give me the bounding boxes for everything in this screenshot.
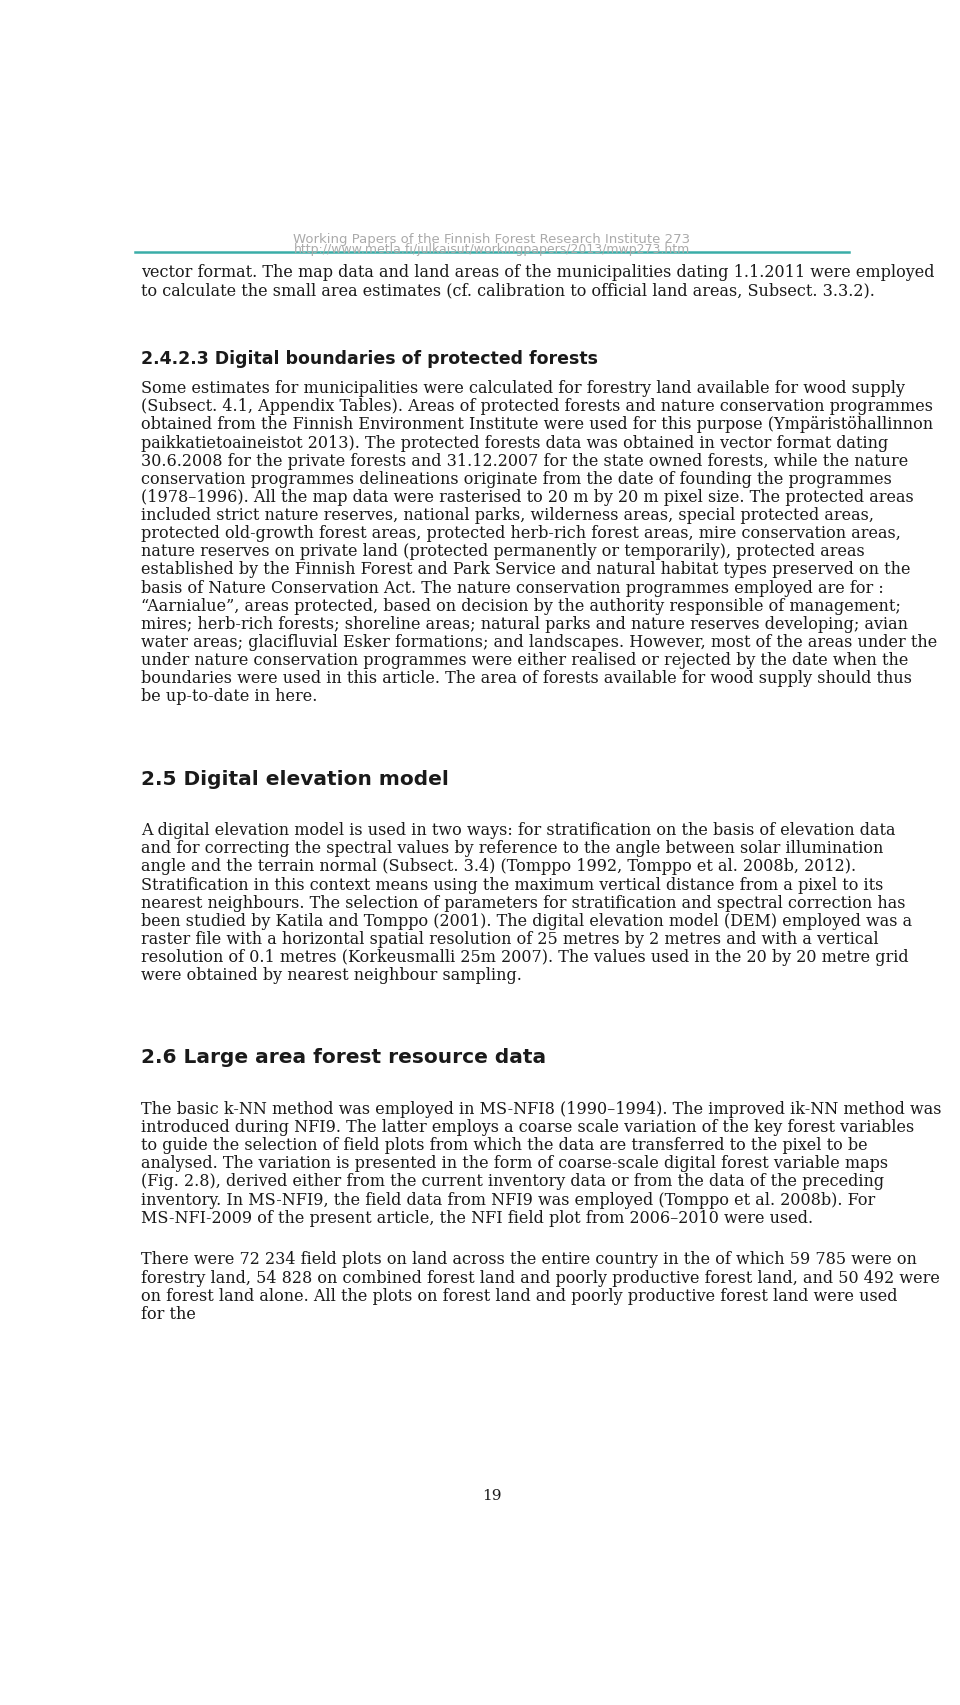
- Text: 2.5 Digital elevation model: 2.5 Digital elevation model: [141, 769, 448, 788]
- Text: forestry land, 54 828 on combined forest land and poorly productive forest land,: forestry land, 54 828 on combined forest…: [141, 1269, 940, 1286]
- Text: basis of Nature Conservation Act. The nature conservation programmes employed ar: basis of Nature Conservation Act. The na…: [141, 580, 883, 597]
- Text: to calculate the small area estimates (cf. calibration to official land areas, S: to calculate the small area estimates (c…: [141, 281, 875, 298]
- Text: be up-to-date in here.: be up-to-date in here.: [141, 689, 317, 704]
- Text: protected old-growth forest areas, protected herb-rich forest areas, mire conser: protected old-growth forest areas, prote…: [141, 525, 900, 542]
- Text: been studied by Katila and Tomppo (2001). The digital elevation model (DEM) empl: been studied by Katila and Tomppo (2001)…: [141, 912, 912, 929]
- Text: (Subsect. 4.1, Appendix Tables). Areas of protected forests and nature conservat: (Subsect. 4.1, Appendix Tables). Areas o…: [141, 397, 933, 414]
- Text: Stratification in this context means using the maximum vertical distance from a : Stratification in this context means usi…: [141, 876, 883, 893]
- Text: 19: 19: [482, 1488, 502, 1502]
- Text: and for correcting the spectral values by reference to the angle between solar i: and for correcting the spectral values b…: [141, 841, 883, 856]
- Text: Some estimates for municipalities were calculated for forestry land available fo: Some estimates for municipalities were c…: [141, 380, 905, 397]
- Text: (Fig. 2.8), derived either from the current inventory data or from the data of t: (Fig. 2.8), derived either from the curr…: [141, 1173, 884, 1190]
- Text: vector format. The map data and land areas of the municipalities dating 1.1.2011: vector format. The map data and land are…: [141, 264, 934, 281]
- Text: introduced during NFI9. The latter employs a coarse scale variation of the key f: introduced during NFI9. The latter emplo…: [141, 1118, 914, 1136]
- Text: were obtained by nearest neighbour sampling.: were obtained by nearest neighbour sampl…: [141, 967, 521, 984]
- Text: obtained from the Finnish Environment Institute were used for this purpose (Ympä: obtained from the Finnish Environment In…: [141, 416, 933, 433]
- Text: The basic k-NN method was employed in MS-NFI8 (1990–1994). The improved ik-NN me: The basic k-NN method was employed in MS…: [141, 1100, 942, 1117]
- Text: raster file with a horizontal spatial resolution of 25 metres by 2 metres and wi: raster file with a horizontal spatial re…: [141, 931, 878, 948]
- Text: “Aarnialue”, areas protected, based on decision by the authority responsible of : “Aarnialue”, areas protected, based on d…: [141, 597, 900, 614]
- Text: 30.6.2008 for the private forests and 31.12.2007 for the state owned forests, wh: 30.6.2008 for the private forests and 31…: [141, 452, 908, 469]
- Text: paikkatietoaineistot 2013). The protected forests data was obtained in vector fo: paikkatietoaineistot 2013). The protecte…: [141, 435, 888, 452]
- Text: boundaries were used in this article. The area of forests available for wood sup: boundaries were used in this article. Th…: [141, 670, 912, 687]
- Text: http://www.metla.fi/julkaisut/workingpapers/2013/mwp273.htm: http://www.metla.fi/julkaisut/workingpap…: [294, 244, 690, 256]
- Text: water areas; glacifluvial Esker formations; and landscapes. However, most of the: water areas; glacifluvial Esker formatio…: [141, 634, 937, 651]
- Text: included strict nature reserves, national parks, wilderness areas, special prote: included strict nature reserves, nationa…: [141, 506, 874, 523]
- Text: 2.6 Large area forest resource data: 2.6 Large area forest resource data: [141, 1047, 546, 1067]
- Text: resolution of 0.1 metres (Korkeusmalli 25m 2007). The values used in the 20 by 2: resolution of 0.1 metres (Korkeusmalli 2…: [141, 948, 908, 965]
- Text: nearest neighbours. The selection of parameters for stratification and spectral : nearest neighbours. The selection of par…: [141, 893, 905, 910]
- Text: 2.4.2.3 Digital boundaries of protected forests: 2.4.2.3 Digital boundaries of protected …: [141, 350, 598, 368]
- Text: analysed. The variation is presented in the form of coarse-scale digital forest : analysed. The variation is presented in …: [141, 1154, 888, 1171]
- Text: mires; herb-rich forests; shoreline areas; natural parks and nature reserves dev: mires; herb-rich forests; shoreline area…: [141, 616, 908, 633]
- Text: (1978–1996). All the map data were rasterised to 20 m by 20 m pixel size. The pr: (1978–1996). All the map data were raste…: [141, 489, 914, 506]
- Text: There were 72 234 field plots on land across the entire country in the of which : There were 72 234 field plots on land ac…: [141, 1251, 917, 1269]
- Text: inventory. In MS-NFI9, the field data from NFI9 was employed (Tomppo et al. 2008: inventory. In MS-NFI9, the field data fr…: [141, 1190, 876, 1207]
- Text: MS-NFI-2009 of the present article, the NFI field plot from 2006–2010 were used.: MS-NFI-2009 of the present article, the …: [141, 1209, 813, 1226]
- Text: to guide the selection of field plots from which the data are transferred to the: to guide the selection of field plots fr…: [141, 1137, 868, 1154]
- Text: Working Papers of the Finnish Forest Research Institute 273: Working Papers of the Finnish Forest Res…: [294, 234, 690, 246]
- Text: nature reserves on private land (protected permanently or temporarily), protecte: nature reserves on private land (protect…: [141, 544, 865, 559]
- Text: established by the Finnish Forest and Park Service and natural habitat types pre: established by the Finnish Forest and Pa…: [141, 561, 910, 578]
- Text: A digital elevation model is used in two ways: for stratification on the basis o: A digital elevation model is used in two…: [141, 822, 896, 839]
- Text: on forest land alone. All the plots on forest land and poorly productive forest : on forest land alone. All the plots on f…: [141, 1287, 898, 1304]
- Text: conservation programmes delineations originate from the date of founding the pro: conservation programmes delineations ori…: [141, 471, 892, 488]
- Text: angle and the terrain normal (Subsect. 3.4) (Tomppo 1992, Tomppo et al. 2008b, 2: angle and the terrain normal (Subsect. 3…: [141, 858, 856, 875]
- Text: for the: for the: [141, 1304, 196, 1321]
- Text: under nature conservation programmes were either realised or rejected by the dat: under nature conservation programmes wer…: [141, 651, 908, 668]
